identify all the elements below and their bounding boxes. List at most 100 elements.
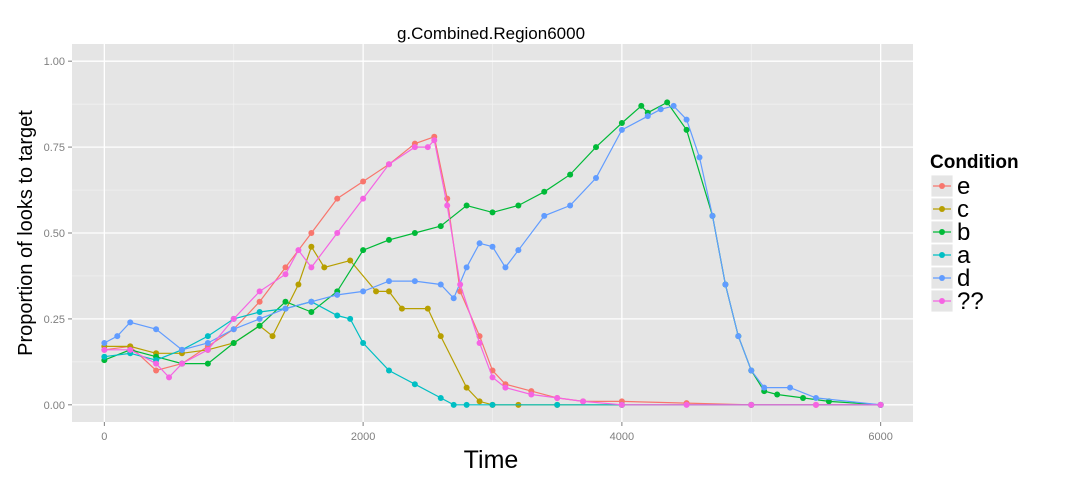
- data-point: [385, 288, 392, 295]
- legend-item: e: [930, 173, 970, 200]
- legend-label: a: [957, 242, 971, 269]
- data-point: [282, 298, 289, 305]
- data-point: [476, 398, 483, 405]
- data-point: [101, 353, 108, 360]
- data-point: [476, 240, 483, 247]
- data-point: [489, 401, 496, 408]
- legend-item: a: [930, 242, 971, 269]
- data-point: [748, 367, 755, 374]
- data-point: [554, 401, 561, 408]
- data-point: [489, 374, 496, 381]
- data-point: [638, 102, 645, 109]
- data-point: [476, 339, 483, 346]
- data-point: [411, 144, 418, 151]
- data-point: [360, 195, 367, 202]
- data-point: [541, 188, 548, 195]
- data-point: [593, 175, 600, 182]
- data-point: [256, 315, 263, 322]
- data-point: [528, 391, 535, 398]
- data-point: [502, 384, 509, 391]
- legend-key-point: [939, 252, 945, 258]
- data-point: [541, 212, 548, 219]
- data-point: [308, 309, 315, 316]
- y-tick-label: 1.00: [44, 56, 65, 68]
- data-point: [347, 315, 354, 322]
- data-point: [385, 278, 392, 285]
- data-point: [101, 339, 108, 346]
- data-point: [463, 384, 470, 391]
- tick-labels: 0 2000 4000 6000 0.00 0.25 0.50 0.75 1.00: [44, 56, 893, 443]
- legend-label: b: [957, 219, 970, 246]
- data-point: [334, 312, 341, 319]
- data-point: [463, 202, 470, 209]
- data-point: [489, 209, 496, 216]
- data-point: [308, 243, 315, 250]
- data-point: [457, 281, 464, 288]
- data-point: [580, 398, 587, 405]
- data-point: [385, 367, 392, 374]
- data-point: [153, 367, 160, 374]
- data-point: [127, 346, 134, 353]
- legend-key-point: [939, 206, 945, 212]
- data-point: [618, 120, 625, 127]
- data-point: [385, 161, 392, 168]
- data-point: [230, 315, 237, 322]
- data-point: [683, 401, 690, 408]
- series-5: [101, 102, 884, 408]
- data-point: [204, 339, 211, 346]
- data-point: [127, 319, 134, 326]
- data-point: [437, 281, 444, 288]
- data-point: [424, 144, 431, 151]
- data-point: [554, 394, 561, 401]
- data-point: [347, 257, 354, 264]
- legend-key-point: [939, 275, 945, 281]
- data-point: [204, 333, 211, 340]
- data-point: [204, 360, 211, 367]
- data-point: [696, 154, 703, 161]
- data-point: [308, 298, 315, 305]
- y-axis-label: Proportion of looks to target: [15, 110, 37, 356]
- series-6: [101, 137, 884, 408]
- data-point: [683, 126, 690, 133]
- data-point: [360, 288, 367, 295]
- data-point: [618, 126, 625, 133]
- data-point: [360, 339, 367, 346]
- data-point: [334, 195, 341, 202]
- series-line: [104, 138, 881, 406]
- data-point: [593, 144, 600, 151]
- data-point: [463, 401, 470, 408]
- legend-item: d: [930, 265, 970, 292]
- data-point: [515, 202, 522, 209]
- data-point: [411, 278, 418, 285]
- series-layer: [101, 99, 884, 408]
- data-point: [334, 291, 341, 298]
- legend-key-point: [939, 183, 945, 189]
- legend-item: ??: [930, 288, 984, 315]
- data-point: [256, 309, 263, 316]
- data-point: [204, 346, 211, 353]
- data-point: [774, 391, 781, 398]
- data-point: [282, 271, 289, 278]
- legend-item: b: [930, 219, 970, 246]
- data-point: [567, 171, 574, 178]
- data-point: [114, 333, 121, 340]
- data-point: [360, 178, 367, 185]
- data-point: [670, 102, 677, 109]
- data-point: [308, 230, 315, 236]
- data-point: [411, 230, 418, 236]
- data-point: [178, 360, 185, 367]
- legend-label: e: [957, 173, 970, 200]
- data-point: [489, 243, 496, 250]
- legend-key-point: [939, 298, 945, 304]
- data-point: [334, 230, 341, 236]
- legend-label: c: [957, 196, 969, 223]
- y-tick-label: 0.25: [44, 314, 65, 326]
- data-point: [664, 99, 671, 106]
- data-point: [618, 401, 625, 408]
- data-point: [385, 236, 392, 243]
- x-tick-label: 6000: [868, 431, 892, 443]
- legend-key-point: [939, 229, 945, 235]
- data-point: [644, 113, 651, 120]
- data-point: [398, 305, 405, 312]
- data-point: [153, 360, 160, 367]
